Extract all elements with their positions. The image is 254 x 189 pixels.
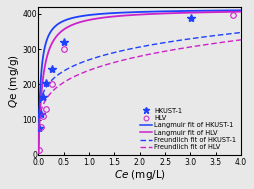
Legend: HKUST-1, HLV, Langmuir fit of HKUST-1, Langmuir fit of HLV, Freundlich fit of HK: HKUST-1, HLV, Langmuir fit of HKUST-1, L… xyxy=(139,106,238,152)
X-axis label: $\it{Ce}$ (mg/L): $\it{Ce}$ (mg/L) xyxy=(114,168,166,182)
Y-axis label: $\it{Q}$e (mg/g): $\it{Q}$e (mg/g) xyxy=(7,54,21,108)
